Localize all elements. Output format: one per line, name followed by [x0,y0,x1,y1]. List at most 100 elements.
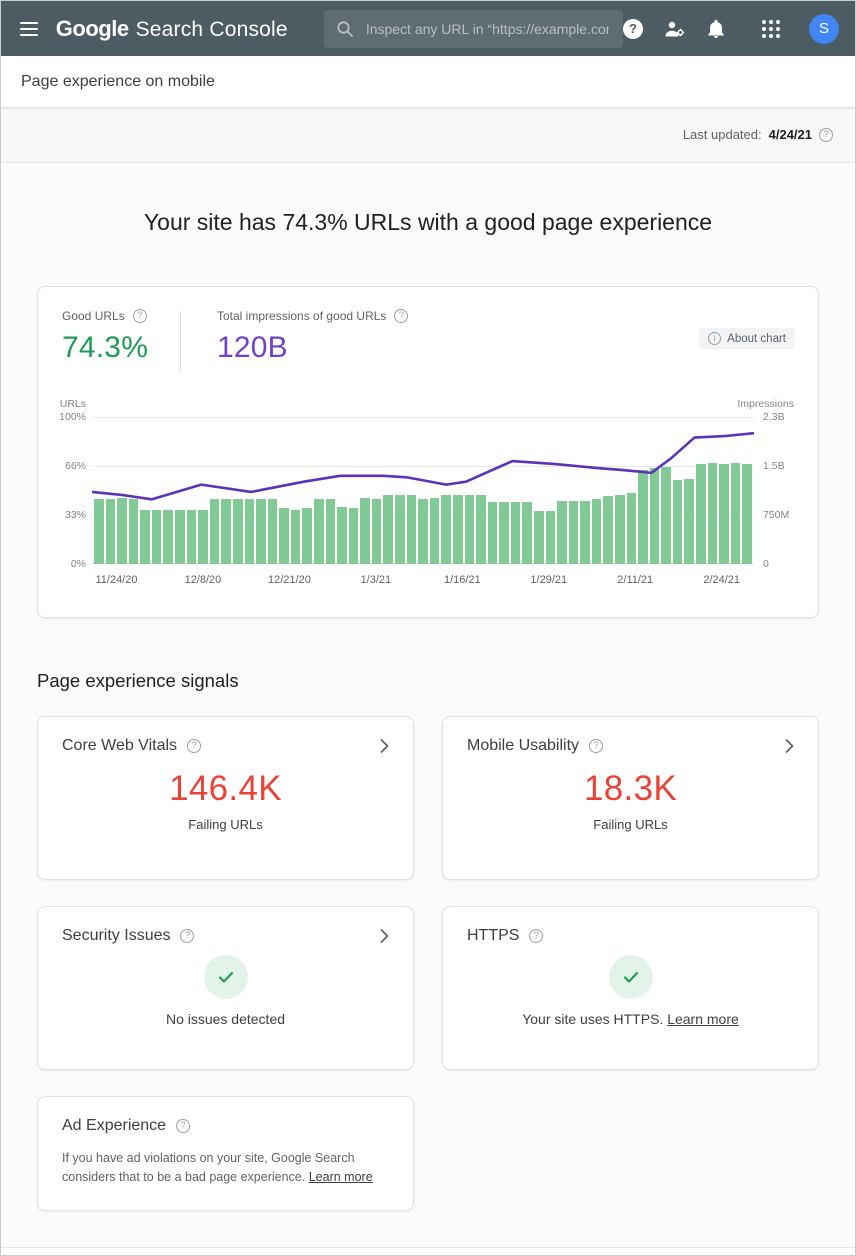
last-updated-date: 4/24/21 [768,127,812,142]
x-axis-labels: 11/24/20 12/8/20 12/21/20 1/3/21 1/16/21 1/29… [92,572,754,588]
bar [626,493,637,564]
mobile-usability-card[interactable]: Mobile Usability ? 18.3K Failing URLs [442,716,819,880]
search-icon [336,20,354,38]
impressions-value: 120B [217,331,288,364]
help-icon[interactable]: ? [623,18,643,39]
axis-tick-label: 33% [64,509,86,521]
ad-experience-title: Ad Experience [62,1117,167,1134]
impressions-label: Total impressions of good URLs [217,309,387,323]
account-avatar[interactable]: S [809,13,839,44]
url-inspection-search-box[interactable] [323,9,623,48]
good-urls-help-icon[interactable]: ? [132,309,147,323]
bar [290,509,301,564]
chevron-right-icon[interactable] [380,739,389,753]
page-experience-chart-card: Good URLs ? 74.3% Total impressions of g… [37,286,819,618]
chevron-right-icon[interactable] [785,739,794,753]
bar [522,502,532,564]
ad-experience-learn-more-link[interactable]: Learn more [308,1170,373,1185]
bar [487,502,498,564]
good-urls-metric: Good URLs ? 74.3% [62,309,180,371]
axis-tick-label: 66% [64,459,86,472]
chart-line [92,417,754,564]
bar [603,496,614,564]
footer-strip [1,1247,855,1255]
manage-users-icon[interactable] [664,19,686,39]
page-title: Your site has 74.3% URLs with a good pag… [143,209,713,235]
bar [395,494,405,564]
signals-heading: Page experience signals [37,670,239,691]
status-bar: Last updated: 4/24/21 ? [1,107,855,163]
top-bar-actions: ? S [623,13,839,44]
bar [615,494,625,564]
chart-plot[interactable] [92,417,754,564]
core-web-vitals-help-icon[interactable]: ? [187,739,202,753]
chart-area: URLs 100% 66% 33% 0% Impressions 2.3B 1.5B 75… [59,398,794,570]
bar [696,464,706,564]
bar [163,509,174,564]
bar [198,509,208,564]
impressions-metric: Total impressions of good URLs ? 120B [181,309,409,371]
success-check-icon [608,955,653,999]
google-apps-grid-icon[interactable] [762,19,780,38]
chevron-right-icon[interactable] [380,929,389,943]
mobile-usability-value: 18.3K [584,769,677,808]
x-axis-tick-label: 12/21/20 [267,574,311,586]
bar [568,500,579,564]
about-chart-button[interactable]: i About chart [699,328,795,349]
mobile-usability-help-icon[interactable]: ? [589,739,604,753]
bar [302,508,312,564]
bar [464,494,475,564]
bar [279,508,289,564]
bar [117,497,127,564]
x-axis-tick-label: 1/16/21 [443,574,481,586]
bar [684,478,695,564]
google-search-console-logo[interactable]: Google Search Console [56,16,288,42]
x-axis-tick-label: 1/3/21 [360,574,392,586]
ad-experience-body: If you have ad violations on your site, … [62,1151,355,1185]
left-axis: URLs 100% 66% 33% 0% [59,398,92,570]
bar [140,509,150,564]
hamburger-menu-icon[interactable] [13,11,46,47]
bar [557,500,567,564]
axis-tick-label: 0% [70,558,86,570]
https-learn-more-link[interactable]: Learn more [667,1011,739,1027]
axis-tick-label: 0 [763,558,769,570]
left-axis-title: URLs [59,398,86,410]
success-check-icon [203,955,248,999]
axis-tick-label: 1.5B [763,459,785,472]
bar [707,462,718,564]
bar [337,506,347,564]
bar [661,466,671,564]
breadcrumb-label[interactable]: Page experience on mobile [21,72,215,90]
axis-tick-label: 100% [59,411,86,423]
bar [256,499,266,564]
x-axis: 11/24/20 12/8/20 12/21/20 1/3/21 1/16/21 1/29… [62,572,794,588]
bar [580,500,590,564]
bar [151,509,162,564]
bar [209,499,220,564]
bar [232,499,243,564]
core-web-vitals-card[interactable]: Core Web Vitals ? 146.4K Failing URLs [37,716,414,880]
bar [406,494,417,564]
security-issues-card[interactable]: Security Issues ? No issues detected [37,906,414,1070]
mobile-usability-caption: Failing URLs [593,817,668,832]
bar [313,499,324,564]
notifications-bell-icon[interactable] [707,19,725,39]
last-updated-help-icon[interactable]: ? [819,127,833,142]
impressions-help-icon[interactable]: ? [394,309,409,323]
https-help-icon[interactable]: ? [529,929,544,943]
security-issues-help-icon[interactable]: ? [180,929,195,943]
chart-bars [92,417,754,564]
bar [672,480,683,564]
bar [267,499,278,564]
bar [649,468,660,564]
bar [452,494,463,564]
x-axis-tick-label: 11/24/20 [95,574,138,586]
bar [510,502,521,564]
right-axis: Impressions 2.3B 1.5B 750M 0 [737,398,794,570]
logo-product-text: Search Console [135,17,288,41]
ad-experience-help-icon[interactable]: ? [176,1119,191,1133]
main-content: Your site has 74.3% URLs with a good pag… [1,163,855,1247]
search-input[interactable] [363,19,611,38]
